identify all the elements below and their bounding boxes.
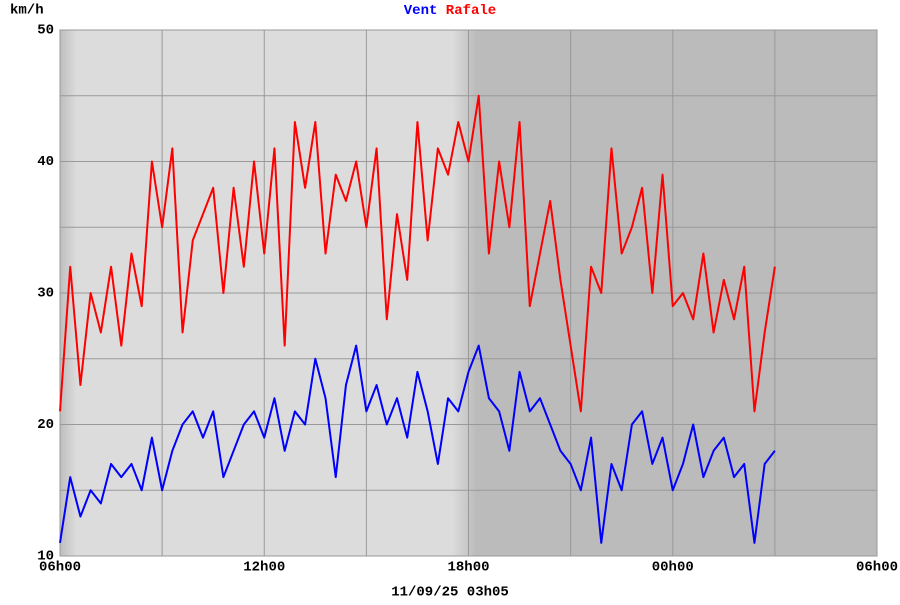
legend-entry: Rafale bbox=[446, 3, 496, 19]
data-line bbox=[59, 344, 776, 544]
x-axis-label: 11/09/25 03h05 bbox=[391, 585, 509, 600]
x-tick-label: 06h00 bbox=[856, 560, 898, 576]
data-line bbox=[59, 94, 776, 413]
y-axis-label: km/h bbox=[10, 3, 44, 19]
y-tick-label: 20 bbox=[37, 417, 54, 433]
legend: Vent Rafale bbox=[404, 3, 496, 19]
y-tick-label: 10 bbox=[37, 549, 54, 565]
x-tick-label: 06h00 bbox=[39, 560, 81, 576]
x-tick-label: 12h00 bbox=[243, 560, 285, 576]
x-tick-label: 18h00 bbox=[447, 560, 489, 576]
legend-entry: Vent bbox=[404, 3, 438, 19]
y-tick-label: 40 bbox=[37, 154, 54, 170]
x-tick-label: 00h00 bbox=[652, 560, 694, 576]
y-tick-label: 50 bbox=[37, 23, 54, 39]
y-tick-label: 30 bbox=[37, 286, 54, 302]
